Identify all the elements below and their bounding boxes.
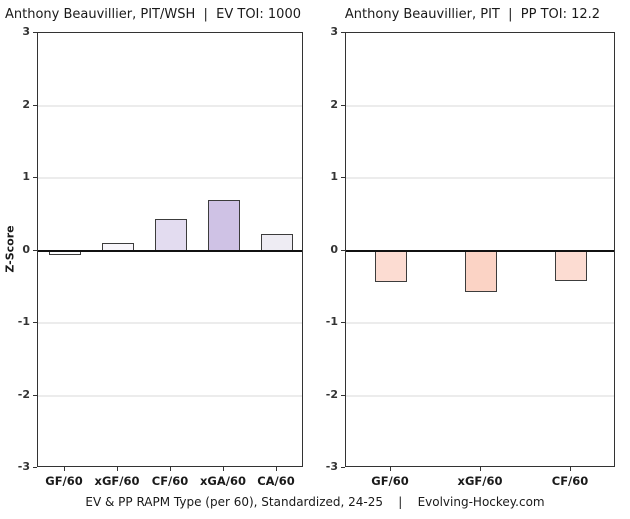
- y-tick-label: -2: [17, 388, 30, 401]
- bar-gf60: [375, 251, 407, 282]
- y-tick-label: -3: [17, 460, 30, 473]
- x-tick-mark: [223, 467, 224, 471]
- x-tick-label: CA/60: [257, 474, 295, 488]
- x-tick-mark: [276, 467, 277, 471]
- y-tick-mark: [33, 322, 37, 323]
- figure-footer: EV & PP RAPM Type (per 60), Standardized…: [85, 495, 545, 509]
- x-tick-mark: [170, 467, 171, 471]
- x-tick-label: xGF/60: [94, 474, 140, 488]
- y-tick-mark: [341, 177, 345, 178]
- y-tick-label: 2: [330, 98, 338, 111]
- ev-chart-section: Anthony Beauvillier, PIT/WSH | EV TOI: 1…: [4, 7, 303, 488]
- x-tick-mark: [570, 467, 571, 471]
- pp-chart-title: Anthony Beauvillier, PIT | PP TOI: 12.2: [344, 7, 601, 22]
- y-tick-mark: [33, 177, 37, 178]
- zero-line: [346, 250, 614, 252]
- x-tick-mark: [390, 467, 391, 471]
- y-tick-mark: [341, 467, 345, 468]
- ev-chart-title: Anthony Beauvillier, PIT/WSH | EV TOI: 1…: [5, 7, 301, 22]
- bar-xga60: [208, 200, 240, 251]
- gridline: [346, 177, 614, 179]
- plot-panel: [37, 32, 303, 467]
- bar-ca60: [261, 234, 293, 251]
- y-tick-mark: [33, 250, 37, 251]
- gridline: [346, 105, 614, 107]
- y-tick-mark: [341, 32, 345, 33]
- gridline: [38, 177, 302, 179]
- y-tick-label: 0: [330, 243, 338, 256]
- gridline: [346, 322, 614, 324]
- y-tick-mark: [341, 395, 345, 396]
- y-tick-mark: [341, 322, 345, 323]
- y-tick-mark: [341, 105, 345, 106]
- y-tick-label: 1: [22, 170, 30, 183]
- y-tick-mark: [33, 467, 37, 468]
- y-tick-mark: [33, 32, 37, 33]
- x-tick-label: xGA/60: [200, 474, 246, 488]
- x-tick-label: GF/60: [45, 474, 83, 488]
- plot-panel: [345, 32, 615, 467]
- x-tick-label: CF/60: [551, 474, 589, 488]
- x-tick-mark: [480, 467, 481, 471]
- x-tick-label: xGF/60: [457, 474, 503, 488]
- y-tick-label: -2: [325, 388, 338, 401]
- x-tick-label: CF/60: [151, 474, 189, 488]
- gridline: [38, 105, 302, 107]
- y-tick-mark: [33, 395, 37, 396]
- y-tick-label: 0: [22, 243, 30, 256]
- y-tick-label: 3: [330, 25, 338, 38]
- y-tick-label: -1: [17, 315, 30, 328]
- gridline: [346, 395, 614, 397]
- x-tick-mark: [117, 467, 118, 471]
- y-tick-label: 1: [330, 170, 338, 183]
- pp-chart-section: Anthony Beauvillier, PIT | PP TOI: 12.2 …: [315, 0, 630, 519]
- y-tick-label: -3: [325, 460, 338, 473]
- x-tick-label: GF/60: [371, 474, 409, 488]
- y-tick-label: 3: [22, 25, 30, 38]
- x-tick-mark: [64, 467, 65, 471]
- bar-xgf60: [465, 251, 497, 292]
- y-tick-label: 2: [22, 98, 30, 111]
- gridline: [38, 395, 302, 397]
- y-tick-mark: [33, 105, 37, 106]
- gridline: [38, 322, 302, 324]
- bar-cf60: [555, 251, 587, 281]
- y-tick-label: -1: [325, 315, 338, 328]
- y-tick-mark: [341, 250, 345, 251]
- zero-line: [38, 250, 302, 252]
- bar-cf60: [155, 219, 187, 251]
